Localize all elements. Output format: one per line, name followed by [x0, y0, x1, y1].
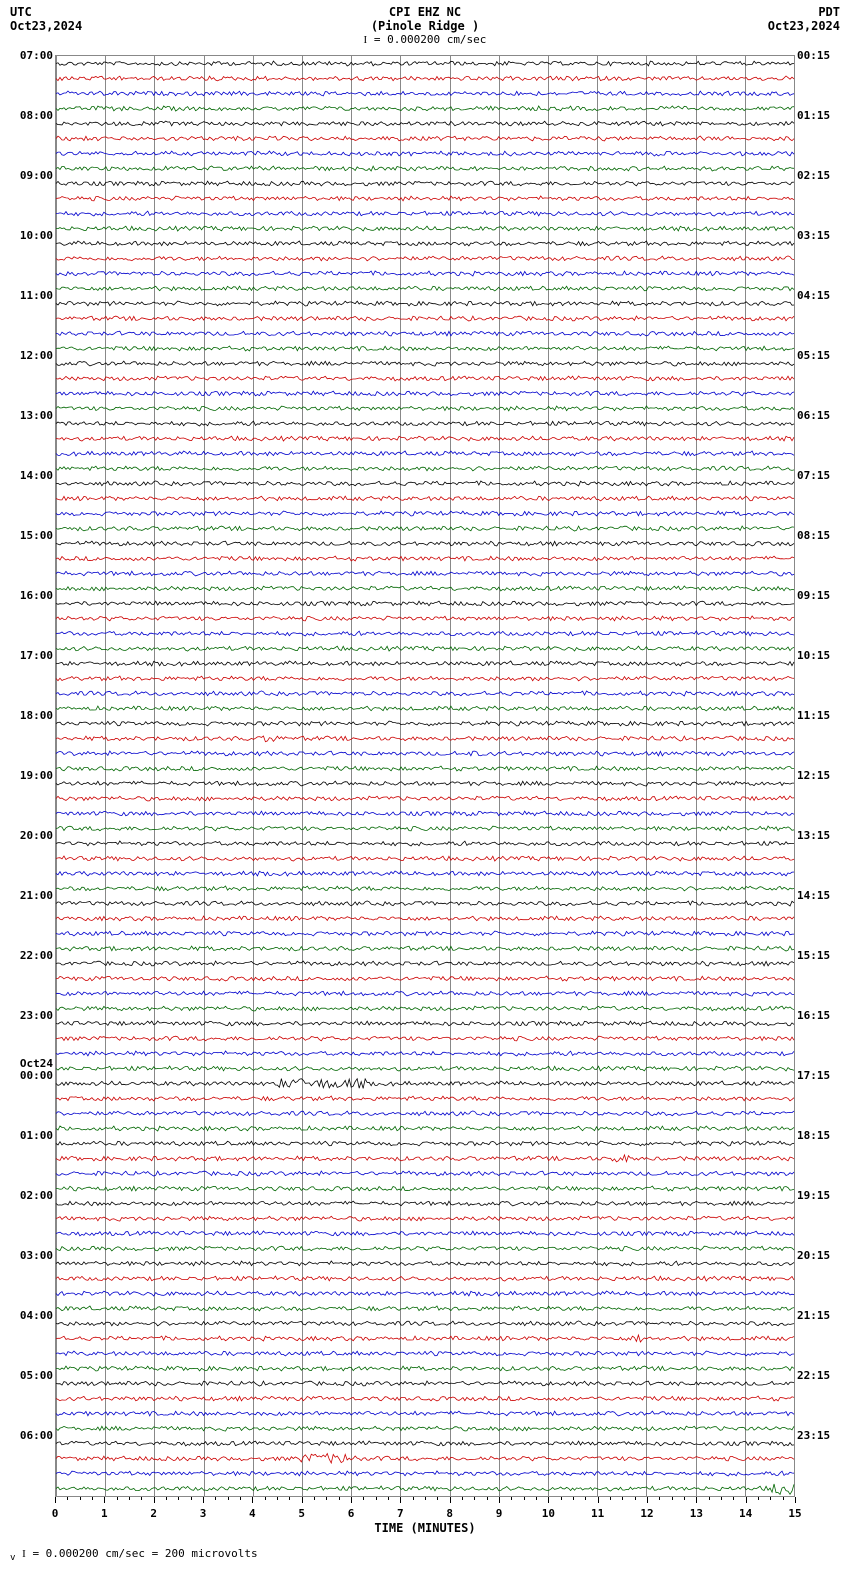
x-tick-label: 5: [298, 1507, 305, 1520]
pdt-hour-label: 10:15: [797, 650, 845, 661]
pdt-hour-label: 16:15: [797, 1010, 845, 1021]
x-tick-label: 2: [150, 1507, 157, 1520]
seismogram-container: UTC Oct23,2024 CPI EHZ NC (Pinole Ridge …: [5, 5, 845, 1563]
header-left: UTC Oct23,2024: [10, 5, 100, 33]
x-tick-label: 9: [496, 1507, 503, 1520]
pdt-hour-label: 01:15: [797, 110, 845, 121]
oct24-label: Oct24: [5, 1058, 53, 1069]
utc-hour-label: 00:00: [5, 1070, 53, 1081]
utc-hour-label: 14:00: [5, 470, 53, 481]
utc-hour-label: 09:00: [5, 170, 53, 181]
pdt-hour-label: 05:15: [797, 350, 845, 361]
utc-hour-label: 12:00: [5, 350, 53, 361]
x-tick-label: 1: [101, 1507, 108, 1520]
x-tick-label: 7: [397, 1507, 404, 1520]
utc-hour-label: 19:00: [5, 770, 53, 781]
x-tick-label: 12: [640, 1507, 653, 1520]
pdt-hour-label: 02:15: [797, 170, 845, 181]
pdt-hour-label: 13:15: [797, 830, 845, 841]
x-axis: TIME (MINUTES) 0123456789101112131415: [55, 1497, 795, 1537]
header-center: CPI EHZ NC (Pinole Ridge ) I = 0.000200 …: [100, 5, 750, 46]
pdt-hour-label: 21:15: [797, 1310, 845, 1321]
utc-hour-label: 20:00: [5, 830, 53, 841]
pdt-hour-label: 23:15: [797, 1430, 845, 1441]
pdt-hour-label: 00:15: [797, 50, 845, 61]
utc-hour-label: 01:00: [5, 1130, 53, 1141]
pdt-hour-label: 08:15: [797, 530, 845, 541]
trace-row: [56, 1481, 794, 1496]
pdt-hour-label: 18:15: [797, 1130, 845, 1141]
x-tick-label: 10: [542, 1507, 555, 1520]
utc-hour-label: 17:00: [5, 650, 53, 661]
utc-hour-label: 04:00: [5, 1310, 53, 1321]
utc-hour-label: 23:00: [5, 1010, 53, 1021]
header: UTC Oct23,2024 CPI EHZ NC (Pinole Ridge …: [5, 5, 845, 55]
x-tick-label: 0: [52, 1507, 59, 1520]
pdt-label: PDT: [750, 5, 840, 19]
utc-hour-label: 22:00: [5, 950, 53, 961]
utc-hour-label: 07:00: [5, 50, 53, 61]
pdt-hour-label: 12:15: [797, 770, 845, 781]
pdt-hour-label: 22:15: [797, 1370, 845, 1381]
header-right: PDT Oct23,2024: [750, 5, 840, 33]
utc-hour-label: 13:00: [5, 410, 53, 421]
plot-area: [55, 55, 795, 1497]
pdt-hour-label: 09:15: [797, 590, 845, 601]
plot-wrapper: 07:0008:0009:0010:0011:0012:0013:0014:00…: [5, 55, 845, 1537]
pdt-hour-label: 19:15: [797, 1190, 845, 1201]
pdt-hour-label: 11:15: [797, 710, 845, 721]
x-tick-label: 4: [249, 1507, 256, 1520]
pdt-hour-label: 03:15: [797, 230, 845, 241]
x-tick-label: 11: [591, 1507, 604, 1520]
pdt-hour-label: 14:15: [797, 890, 845, 901]
utc-hour-label: 21:00: [5, 890, 53, 901]
pdt-hour-label: 15:15: [797, 950, 845, 961]
utc-hour-label: 18:00: [5, 710, 53, 721]
x-tick-label: 8: [446, 1507, 453, 1520]
x-axis-label: TIME (MINUTES): [55, 1521, 795, 1535]
x-tick-label: 6: [348, 1507, 355, 1520]
x-tick-label: 13: [690, 1507, 703, 1520]
x-tick-label: 15: [788, 1507, 801, 1520]
station-location: (Pinole Ridge ): [100, 19, 750, 33]
utc-hour-label: 11:00: [5, 290, 53, 301]
x-tick-label: 3: [200, 1507, 207, 1520]
utc-hour-label: 06:00: [5, 1430, 53, 1441]
utc-hour-label: 03:00: [5, 1250, 53, 1261]
utc-hour-label: 10:00: [5, 230, 53, 241]
utc-hour-label: 08:00: [5, 110, 53, 121]
pdt-date: Oct23,2024: [750, 19, 840, 33]
utc-hour-label: 02:00: [5, 1190, 53, 1201]
station-id: CPI EHZ NC: [100, 5, 750, 19]
x-tick-label: 14: [739, 1507, 752, 1520]
footer-scale: v I = 0.000200 cm/sec = 200 microvolts: [5, 1547, 845, 1563]
utc-date: Oct23,2024: [10, 19, 100, 33]
pdt-hour-label: 04:15: [797, 290, 845, 301]
pdt-hour-label: 20:15: [797, 1250, 845, 1261]
pdt-hour-label: 06:15: [797, 410, 845, 421]
pdt-hour-label: 17:15: [797, 1070, 845, 1081]
pdt-hour-label: 07:15: [797, 470, 845, 481]
utc-hour-label: 16:00: [5, 590, 53, 601]
utc-hour-label: 15:00: [5, 530, 53, 541]
utc-hour-label: 05:00: [5, 1370, 53, 1381]
utc-label: UTC: [10, 5, 100, 19]
scale-text: I = 0.000200 cm/sec: [100, 33, 750, 46]
